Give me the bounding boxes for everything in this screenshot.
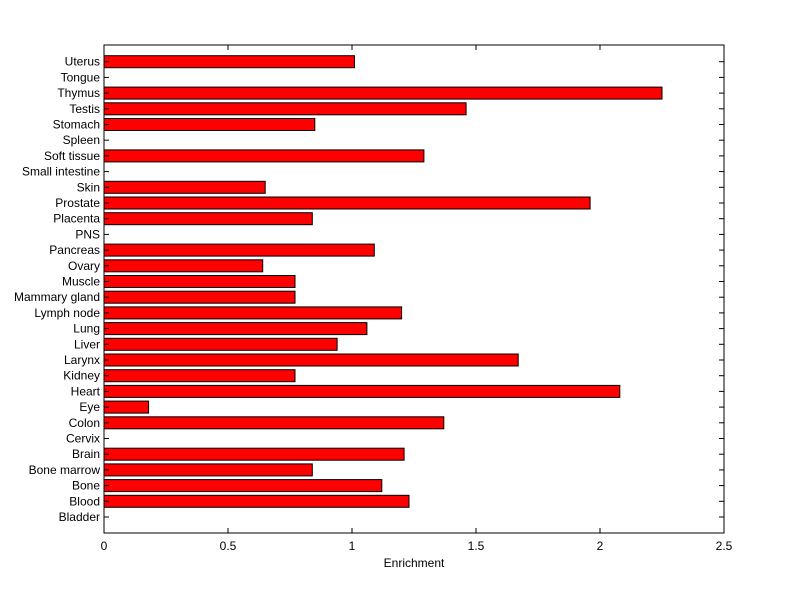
x-tick-label-4: 2	[597, 539, 604, 553]
x-tick-label-5: 2.5	[716, 539, 733, 553]
y-tick-label-small-intestine: Small intestine	[22, 165, 100, 179]
y-tick-label-blood: Blood	[69, 494, 100, 508]
bar-mammary-gland	[103, 290, 296, 304]
y-tick-label-spleen: Spleen	[63, 133, 100, 147]
y-tick-label-thymus: Thymus	[57, 86, 100, 100]
bar-stomach	[103, 118, 316, 131]
bar-brain	[103, 447, 405, 461]
bar-larynx	[103, 353, 519, 367]
y-tick-label-colon: Colon	[69, 416, 100, 430]
bar-skin	[103, 180, 266, 194]
x-tick-label-0: 0	[101, 539, 108, 553]
bar-bone	[103, 479, 383, 493]
y-tick-label-pancreas: Pancreas	[49, 243, 100, 257]
y-tick-label-cervix: Cervix	[66, 432, 100, 446]
bar-heart	[103, 384, 621, 398]
bar-bone-marrow	[103, 463, 313, 477]
bar-placenta	[103, 212, 313, 226]
bar-uterus	[103, 55, 355, 69]
y-tick-label-tongue: Tongue	[61, 70, 101, 84]
y-tick-label-placenta: Placenta	[53, 212, 100, 226]
bar-lung	[103, 322, 368, 336]
x-tick-label-1: 0.5	[220, 539, 237, 553]
bar-blood	[103, 494, 410, 508]
y-tick-label-bladder: Bladder	[59, 510, 100, 524]
bar-colon	[103, 416, 445, 430]
bar-ovary	[103, 259, 264, 273]
y-tick-label-pns: PNS	[75, 227, 100, 241]
x-tick-label-2: 1	[349, 539, 356, 553]
bar-prostate	[103, 196, 591, 210]
y-tick-label-uterus: Uterus	[65, 55, 100, 69]
y-tick-label-lymph-node: Lymph node	[34, 306, 100, 320]
bar-liver	[103, 337, 338, 351]
bar-kidney	[103, 369, 296, 383]
x-tick-label-3: 1.5	[468, 539, 485, 553]
bar-testis	[103, 102, 467, 116]
y-tick-label-stomach: Stomach	[53, 118, 100, 132]
y-tick-label-testis: Testis	[69, 102, 100, 116]
bar-muscle	[103, 275, 296, 288]
bar-soft-tissue	[103, 149, 425, 163]
y-tick-label-prostate: Prostate	[55, 196, 100, 210]
y-tick-label-heart: Heart	[71, 384, 101, 398]
plot-area-frame	[103, 44, 725, 534]
y-tick-label-ovary: Ovary	[68, 259, 100, 273]
y-tick-label-larynx: Larynx	[64, 353, 100, 367]
y-tick-label-bone: Bone	[72, 479, 100, 493]
y-tick-label-mammary-gland: Mammary gland	[14, 290, 100, 304]
y-tick-label-bone-marrow: Bone marrow	[29, 463, 101, 477]
y-tick-label-soft-tissue: Soft tissue	[44, 149, 100, 163]
y-tick-label-muscle: Muscle	[62, 275, 100, 289]
ticks-group	[103, 45, 725, 533]
y-tick-label-kidney: Kidney	[63, 369, 100, 383]
bar-thymus	[103, 86, 663, 100]
y-tick-label-skin: Skin	[77, 180, 100, 194]
bar-lymph-node	[103, 306, 403, 320]
bar-eye	[103, 400, 150, 414]
y-tick-label-liver: Liver	[74, 337, 100, 351]
x-axis-label: Enrichment	[384, 556, 445, 570]
bar-pancreas	[103, 243, 375, 257]
y-tick-label-eye: Eye	[79, 400, 100, 414]
y-tick-label-brain: Brain	[72, 447, 100, 461]
y-tick-label-lung: Lung	[73, 322, 100, 336]
